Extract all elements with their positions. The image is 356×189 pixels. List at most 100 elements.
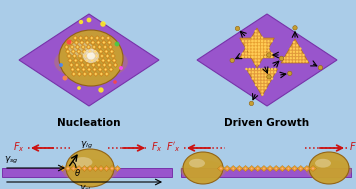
Circle shape [92, 42, 94, 43]
Ellipse shape [54, 44, 128, 80]
Circle shape [77, 46, 79, 48]
Circle shape [235, 26, 240, 31]
Circle shape [226, 168, 228, 169]
Circle shape [288, 71, 292, 76]
Circle shape [302, 57, 305, 59]
Bar [2, 168, 172, 177]
Circle shape [261, 68, 263, 70]
Polygon shape [95, 36, 100, 40]
Text: $F_x$: $F_x$ [151, 140, 163, 154]
Circle shape [251, 53, 254, 55]
Polygon shape [106, 36, 111, 40]
Circle shape [106, 168, 108, 169]
Ellipse shape [306, 160, 352, 180]
Circle shape [271, 68, 273, 70]
Circle shape [255, 40, 257, 42]
Polygon shape [261, 166, 267, 171]
Polygon shape [297, 166, 304, 171]
Circle shape [283, 57, 286, 59]
Circle shape [95, 73, 97, 75]
Polygon shape [93, 71, 98, 77]
Polygon shape [79, 40, 84, 45]
Circle shape [293, 44, 295, 47]
Circle shape [258, 56, 260, 58]
Circle shape [98, 42, 99, 43]
Circle shape [103, 42, 105, 43]
Circle shape [271, 56, 273, 58]
Text: $\theta$: $\theta$ [74, 167, 80, 177]
Circle shape [269, 168, 271, 169]
Circle shape [261, 46, 263, 48]
Polygon shape [197, 14, 337, 106]
Polygon shape [110, 53, 115, 59]
Circle shape [274, 71, 276, 73]
Circle shape [299, 47, 302, 50]
Circle shape [302, 60, 305, 63]
Polygon shape [68, 40, 73, 45]
Circle shape [255, 30, 257, 32]
Polygon shape [85, 63, 90, 67]
Circle shape [96, 37, 98, 39]
Circle shape [248, 53, 251, 55]
Ellipse shape [315, 159, 331, 168]
Polygon shape [70, 44, 75, 50]
Circle shape [255, 46, 257, 49]
Circle shape [113, 60, 115, 61]
Circle shape [63, 75, 68, 81]
Polygon shape [83, 53, 88, 59]
Circle shape [109, 64, 111, 66]
Polygon shape [74, 40, 79, 45]
Polygon shape [68, 58, 73, 63]
Circle shape [78, 73, 80, 75]
Circle shape [282, 168, 283, 169]
Ellipse shape [69, 42, 94, 57]
Circle shape [265, 77, 267, 80]
Polygon shape [109, 67, 114, 72]
Circle shape [97, 60, 99, 61]
Circle shape [230, 58, 234, 63]
Circle shape [264, 56, 267, 58]
Circle shape [286, 57, 289, 59]
Circle shape [88, 69, 90, 70]
Text: $\gamma_{sl}$: $\gamma_{sl}$ [79, 183, 91, 189]
Circle shape [264, 50, 267, 52]
Circle shape [261, 74, 263, 77]
Circle shape [70, 42, 72, 43]
Circle shape [245, 52, 247, 55]
Polygon shape [70, 67, 75, 72]
Circle shape [296, 60, 298, 63]
Circle shape [83, 69, 84, 70]
Circle shape [251, 56, 254, 58]
Circle shape [255, 59, 257, 62]
Circle shape [296, 47, 298, 50]
Polygon shape [112, 58, 117, 63]
Polygon shape [87, 49, 92, 54]
Text: $\gamma_{sg}$: $\gamma_{sg}$ [4, 155, 19, 166]
Circle shape [258, 74, 260, 77]
Circle shape [258, 81, 260, 83]
Circle shape [271, 52, 273, 55]
Polygon shape [82, 166, 88, 171]
Circle shape [255, 71, 257, 73]
Circle shape [255, 40, 257, 42]
Circle shape [261, 43, 263, 45]
Circle shape [106, 73, 108, 75]
Polygon shape [73, 36, 78, 40]
Polygon shape [98, 166, 104, 171]
Circle shape [239, 168, 240, 169]
Polygon shape [89, 36, 94, 40]
Circle shape [299, 60, 302, 63]
Ellipse shape [83, 49, 99, 63]
Circle shape [89, 73, 91, 75]
Circle shape [299, 57, 302, 59]
Circle shape [248, 52, 251, 55]
Polygon shape [77, 71, 82, 77]
Circle shape [73, 73, 75, 75]
Circle shape [300, 168, 302, 169]
Circle shape [296, 51, 298, 53]
Text: $F_x$: $F_x$ [13, 140, 25, 154]
Circle shape [302, 54, 305, 56]
Circle shape [289, 54, 292, 56]
Circle shape [251, 43, 254, 45]
Circle shape [80, 60, 82, 61]
